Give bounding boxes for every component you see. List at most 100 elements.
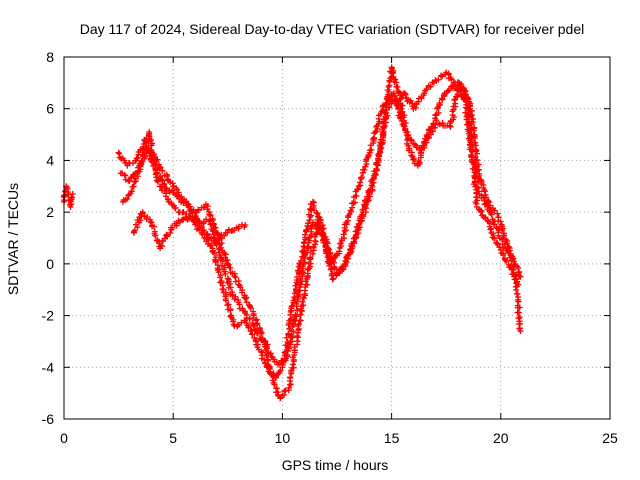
data-point-fill [159,167,166,174]
data-point-fill [162,185,169,192]
data-point-fill [249,331,256,338]
data-point [436,121,443,128]
data-point-fill [367,186,374,193]
data-point-fill [399,102,406,109]
data-point-fill [220,258,227,265]
data-point-fill [246,303,253,310]
data-point-fill [340,231,347,238]
data-point-fill [302,249,309,256]
data-point-fill [326,262,333,269]
data-point-fill [227,307,234,314]
data-point-fill [307,254,314,261]
data-point-fill [405,135,412,142]
data-point-fill [289,333,296,340]
data-point-fill [470,127,477,134]
data-point-fill [354,186,361,193]
data-point-fill [258,348,265,355]
data-point-fill [250,321,257,328]
data-point-fill [294,333,301,340]
data-point-fill [263,343,270,350]
data-point-fill [298,267,305,274]
data-point-fill [211,250,218,257]
data-point-fill [444,88,451,95]
data-point-fill [304,220,311,227]
data-point-fill [473,163,480,170]
data-point-fill [354,224,361,231]
data-point-fill [297,317,304,324]
data-point-fill [446,87,453,94]
data-point-fill [304,281,311,288]
data-point-fill [435,76,442,83]
data-point-fill [294,307,301,314]
data-point-fill [291,294,298,301]
data-point-fill [486,199,493,206]
data-point-fill [257,336,264,343]
data-point [285,384,292,391]
data-point-fill [401,122,408,129]
data-point-fill [503,257,510,264]
data-points [60,64,524,402]
data-point-fill [425,131,432,138]
data-point-fill [497,218,504,225]
data-point-fill [138,157,145,164]
data-point-fill [342,257,349,264]
data-point-fill [67,201,74,208]
data-point-fill [491,235,498,242]
data-point-fill [491,221,498,228]
data-point-fill [246,316,253,323]
data-point-fill [227,284,234,291]
data-point [388,64,395,71]
data-point-fill [157,164,164,171]
data-point-fill [515,309,522,316]
data-point-fill [313,209,320,216]
data-point-fill [226,280,233,287]
data-point-fill [477,208,484,215]
data-point-fill [384,86,391,93]
data-point-fill [294,338,301,345]
data-point-fill [490,230,497,237]
data-point-fill [252,327,259,334]
data-point-fill [315,225,322,232]
data-point-fill [153,166,160,173]
data-point-fill [330,275,337,282]
data-point-fill [515,298,522,305]
data-point-fill [285,330,292,337]
data-point-fill [500,251,507,258]
data-point-fill [353,231,360,238]
data-point-fill [222,297,229,304]
data-point [115,149,122,156]
data-point-fill [134,154,141,161]
data-point-fill [415,158,422,165]
data-point-fill [333,271,340,278]
data-point-fill [148,142,155,149]
data-point-fill [372,170,379,177]
data-point-fill [357,179,364,186]
data-point-fill [154,156,161,163]
data-point-fill [261,356,268,363]
data-point-fill [164,196,171,203]
data-point-fill [221,250,228,257]
data-point-fill [184,200,191,207]
data-point-fill [292,317,299,324]
data-point-fill [491,207,498,214]
data-point-fill [513,286,520,293]
data-point-fill [215,249,222,256]
data-point-fill [292,311,299,318]
data-point-fill [245,323,252,330]
data-point-fill [286,339,293,346]
data-point-fill [454,91,461,98]
data-point-fill [229,292,236,299]
data-point-fill [231,296,238,303]
data-point-fill [373,159,380,166]
data-point-fill [327,266,334,273]
data-point-fill [501,232,508,239]
data-point-fill [307,212,314,219]
data-point-fill [409,156,416,163]
data-point-fill [428,123,435,130]
data-point-fill [436,100,443,107]
data-point-fill [289,361,296,368]
chart-title: Day 117 of 2024, Sidereal Day-to-day VTE… [80,21,584,37]
data-point-fill [421,138,428,145]
data-point-fill [382,109,389,116]
